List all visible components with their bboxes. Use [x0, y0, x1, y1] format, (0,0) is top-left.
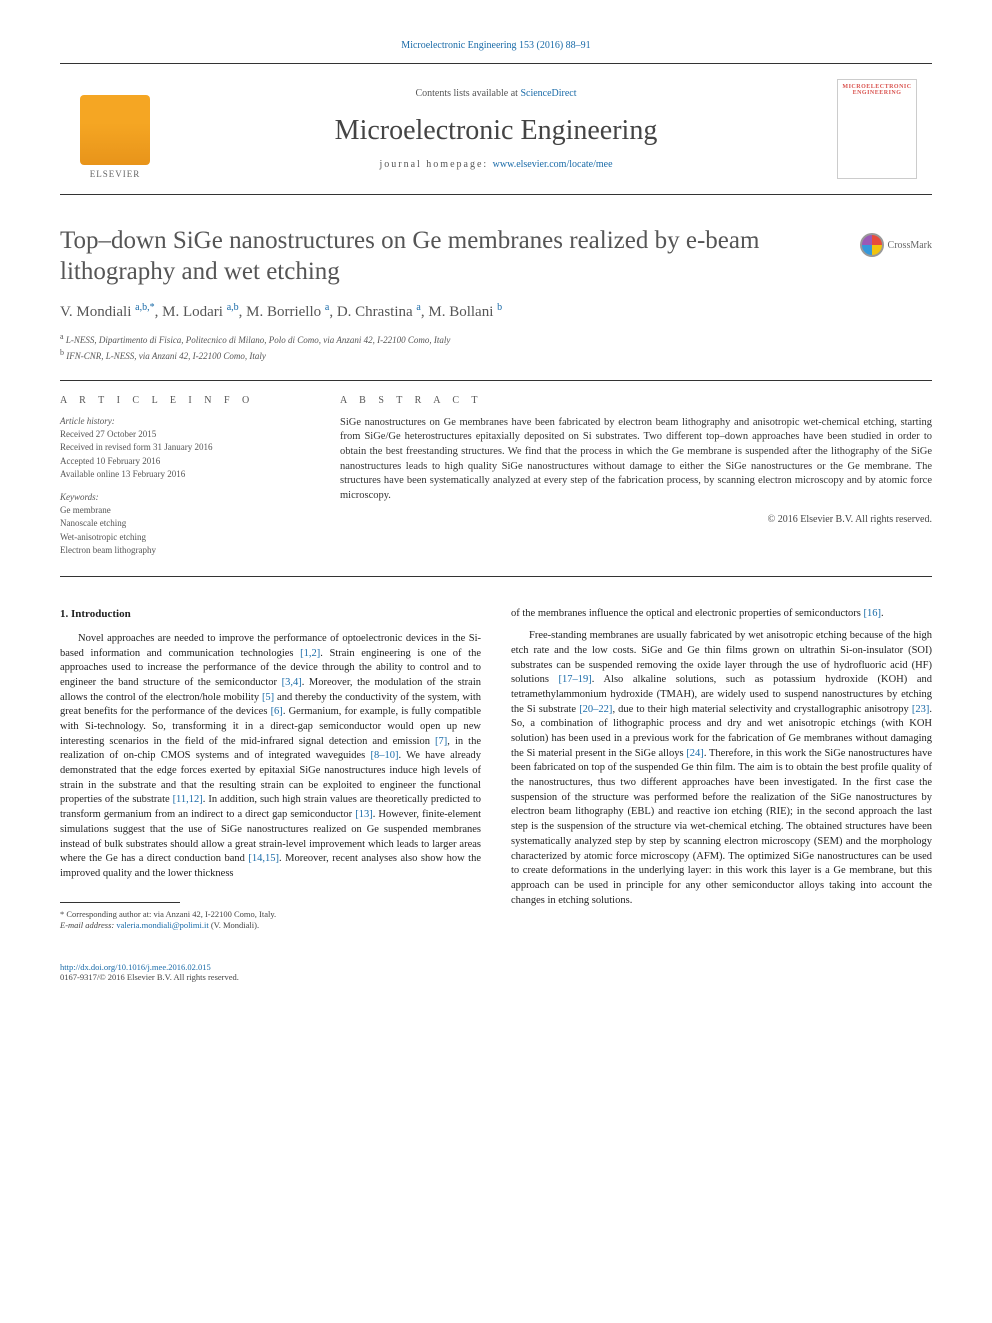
contents-prefix: Contents lists available at [415, 88, 520, 99]
body-columns: 1. Introduction Novel approaches are nee… [60, 607, 932, 933]
section-heading-intro: 1. Introduction [60, 607, 481, 622]
journal-name: Microelectronic Engineering [170, 115, 822, 147]
article-info-column: A R T I C L E I N F O Article history: R… [60, 395, 300, 558]
intro-paragraph-1: Novel approaches are needed to improve t… [60, 632, 481, 882]
affiliations: a L-NESS, Dipartimento di Fisica, Polite… [60, 331, 932, 364]
history-lines: Received 27 October 2015Received in revi… [60, 428, 300, 482]
abstract-column: A B S T R A C T SiGe nanostructures on G… [340, 395, 932, 558]
issn-line: 0167-9317/© 2016 Elsevier B.V. All right… [60, 972, 932, 982]
crossmark-icon [860, 233, 884, 257]
info-abstract-row: A R T I C L E I N F O Article history: R… [60, 380, 932, 577]
history-label: Article history: [60, 416, 300, 426]
citation-link[interactable]: Microelectronic Engineering 153 (2016) 8… [401, 40, 590, 51]
footnote-star-line: * Corresponding author at: via Anzani 42… [60, 909, 481, 921]
header-citation: Microelectronic Engineering 153 (2016) 8… [60, 40, 932, 51]
elsevier-tree-icon [80, 95, 150, 165]
page-footer: http://dx.doi.org/10.1016/j.mee.2016.02.… [60, 962, 932, 982]
authors-line: V. Mondiali a,b,*, M. Lodari a,b, M. Bor… [60, 302, 932, 321]
cover-cell: MICROELECTRONIC ENGINEERING [822, 64, 932, 194]
masthead: ELSEVIER Contents lists available at Sci… [60, 63, 932, 195]
sciencedirect-link[interactable]: ScienceDirect [520, 88, 576, 99]
homepage-prefix: journal homepage: [379, 159, 492, 170]
footnote-email-label: E-mail address: [60, 920, 114, 930]
elsevier-label: ELSEVIER [90, 169, 141, 179]
publisher-logo-cell: ELSEVIER [60, 64, 170, 194]
body-column-left: 1. Introduction Novel approaches are nee… [60, 607, 481, 933]
intro-paragraph-2a: of the membranes influence the optical a… [511, 607, 932, 622]
keywords-list: Ge membraneNanoscale etchingWet-anisotro… [60, 504, 300, 558]
intro-paragraph-2b: Free-standing membranes are usually fabr… [511, 629, 932, 908]
abstract-text: SiGe nanostructures on Ge membranes have… [340, 416, 932, 504]
page-root: Microelectronic Engineering 153 (2016) 8… [0, 0, 992, 1022]
crossmark-label: CrossMark [888, 240, 932, 251]
elsevier-logo[interactable]: ELSEVIER [70, 79, 160, 179]
journal-homepage-line: journal homepage: www.elsevier.com/locat… [170, 159, 822, 170]
cover-title: MICROELECTRONIC ENGINEERING [842, 84, 912, 96]
footnote-separator [60, 902, 180, 903]
abstract-copyright: © 2016 Elsevier B.V. All rights reserved… [340, 514, 932, 525]
article-info-heading: A R T I C L E I N F O [60, 395, 300, 406]
crossmark-badge[interactable]: CrossMark [860, 233, 932, 257]
journal-homepage-link[interactable]: www.elsevier.com/locate/mee [493, 159, 613, 170]
abstract-heading: A B S T R A C T [340, 395, 932, 406]
keywords-label: Keywords: [60, 492, 300, 502]
doi-link[interactable]: http://dx.doi.org/10.1016/j.mee.2016.02.… [60, 962, 211, 972]
title-block: CrossMark Top–down SiGe nanostructures o… [60, 225, 932, 364]
contents-line: Contents lists available at ScienceDirec… [170, 88, 822, 99]
journal-cover-thumb[interactable]: MICROELECTRONIC ENGINEERING [837, 79, 917, 179]
footnote-email-link[interactable]: valeria.mondiali@polimi.it [116, 920, 208, 930]
article-title: Top–down SiGe nanostructures on Ge membr… [60, 225, 820, 288]
footnote-email-suffix: (V. Mondiali). [211, 920, 259, 930]
corresponding-author-footnote: * Corresponding author at: via Anzani 42… [60, 909, 481, 933]
footnote-email-line: E-mail address: valeria.mondiali@polimi.… [60, 920, 481, 932]
masthead-center: Contents lists available at ScienceDirec… [170, 64, 822, 194]
body-column-right: of the membranes influence the optical a… [511, 607, 932, 933]
